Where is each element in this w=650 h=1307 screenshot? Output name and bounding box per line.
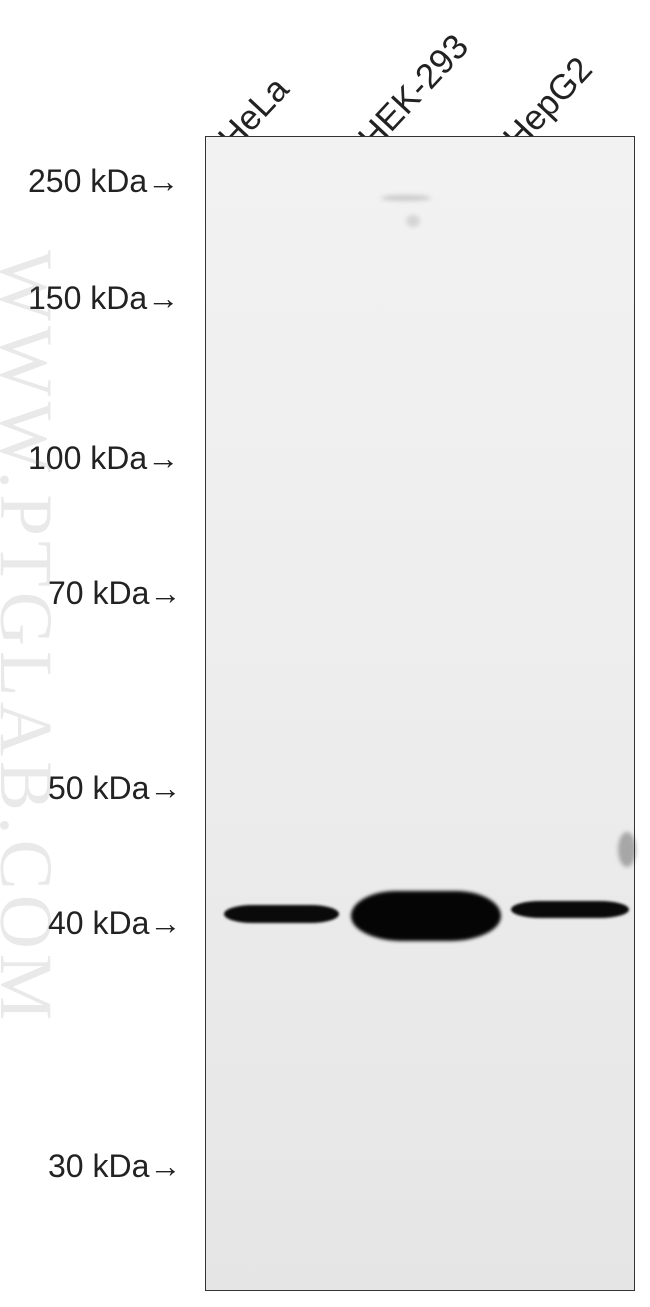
band-hepg2-40kda <box>511 901 629 918</box>
mw-150: 150 kDa→ <box>28 280 179 317</box>
blot-background <box>206 137 634 1290</box>
mw-70: 70 kDa→ <box>48 575 181 612</box>
blot-membrane <box>205 136 635 1291</box>
mw-100: 100 kDa→ <box>28 440 179 477</box>
mw-40: 40 kDa→ <box>48 905 181 942</box>
band-hela-40kda <box>224 905 339 923</box>
mw-250: 250 kDa→ <box>28 163 179 200</box>
mw-50: 50 kDa→ <box>48 770 181 807</box>
band-hek293-40kda <box>351 891 501 941</box>
faint-mark <box>381 195 431 201</box>
faint-mark <box>406 215 420 227</box>
faint-mark <box>618 832 636 867</box>
mw-30: 30 kDa→ <box>48 1148 181 1185</box>
